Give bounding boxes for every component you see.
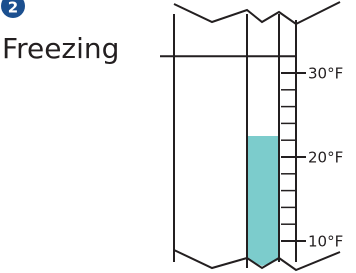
fill-level [247,136,279,266]
badge-number: 2 [8,0,18,17]
tick-label: 30°F [308,65,343,83]
freezing-label: Freezing [2,32,119,65]
thermometer-diagram: 2 10°F 20°F 30°F Freezing [0,0,356,273]
tick-label: 10°F [308,233,343,251]
tick-label: 20°F [308,149,343,167]
top-break [174,2,340,24]
page: {"chart_data": {"type": "thermometer", "… [0,0,356,273]
